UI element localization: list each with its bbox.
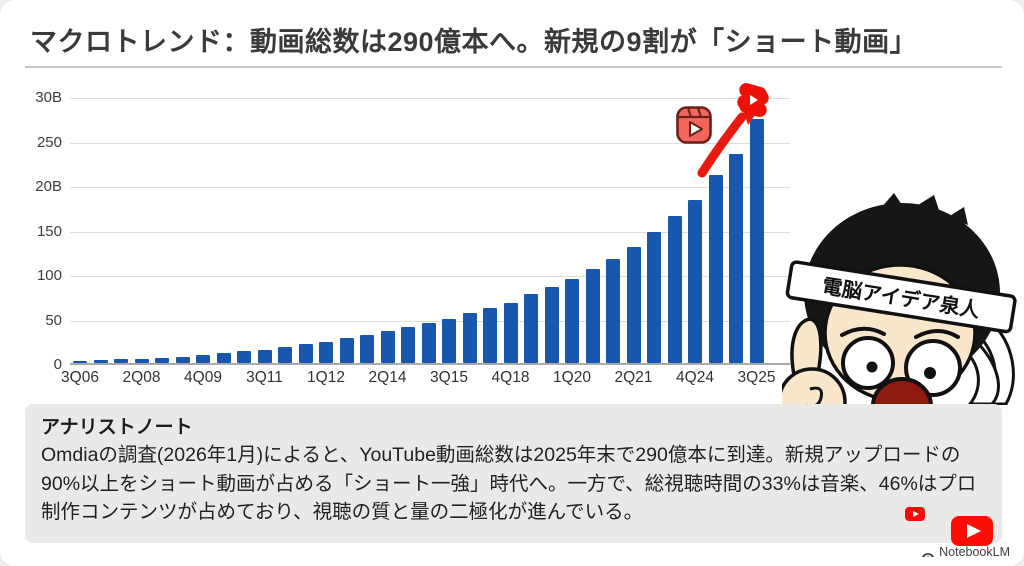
y-axis-label: 250: [36, 133, 62, 151]
bar: [688, 200, 702, 363]
bar: [606, 258, 620, 363]
bar: [544, 287, 559, 363]
video-reels-icon: [676, 106, 712, 144]
x-axis-line: [70, 363, 790, 365]
analyst-note-body: Omdiaの調査(2026年1月)によると、YouTube動画総数は2025年末…: [41, 444, 977, 524]
bar: [462, 313, 477, 363]
bar: [585, 268, 600, 363]
grid-line: [70, 276, 790, 277]
bar: [319, 341, 333, 363]
notebooklm-branding: NotebookLM: [921, 545, 1010, 559]
bar: [565, 279, 579, 363]
bar: [114, 359, 128, 363]
x-axis-label: 4Q09: [184, 369, 222, 386]
bar: [401, 327, 415, 363]
notebooklm-label: NotebookLM: [939, 545, 1010, 559]
x-axis-label: 2Q14: [368, 369, 407, 386]
grid-line: [70, 231, 790, 233]
bar: [73, 361, 87, 363]
bar: [339, 338, 354, 363]
bar: [196, 355, 210, 363]
y-axis-label: 50: [45, 311, 62, 329]
notebooklm-logo-icon: [922, 552, 935, 557]
bar: [483, 307, 497, 363]
y-axis-label: 100: [36, 267, 62, 284]
bar: [298, 344, 313, 363]
bar: [626, 247, 641, 363]
bar: [503, 303, 518, 363]
youtube-shorts-icon: [737, 83, 769, 117]
x-axis-label: 1Q20: [553, 369, 591, 386]
bar: [380, 330, 395, 363]
x-axis-label: 3Q15: [430, 369, 468, 386]
youtube-icon-large: [951, 516, 993, 546]
bar: [360, 334, 374, 363]
bar: [278, 346, 292, 363]
analyst-note: アナリストノート Omdiaの調査(2026年1月)によると、YouTube動画…: [25, 404, 1002, 543]
bar: [442, 318, 456, 363]
bar: [175, 356, 190, 363]
bar: [216, 353, 231, 363]
x-axis-label: 2Q08: [122, 369, 161, 386]
x-axis-label: 1Q12: [307, 369, 345, 386]
x-axis-label: 3Q25: [737, 369, 776, 386]
analyst-note-heading: アナリストノート: [41, 417, 193, 438]
x-axis-label: 4Q18: [491, 369, 530, 386]
page-title: マクロトレンド：動画総数は290億本へ。新規の9割が「ショート動画」: [30, 27, 918, 57]
bar: [93, 360, 108, 363]
x-axis-label: 3Q06: [61, 369, 99, 386]
grid-line: [70, 142, 790, 144]
grid-line: [70, 187, 790, 188]
grid-line: [70, 320, 790, 322]
youtube-icon-small: [905, 507, 925, 521]
bar: [257, 349, 272, 363]
bar: [749, 119, 764, 363]
bar: [729, 153, 743, 363]
y-axis-label: 0: [53, 356, 62, 373]
bar: [421, 322, 436, 363]
x-axis-label: 2Q21: [614, 369, 653, 386]
bar: [237, 351, 251, 363]
x-axis-label: 4Q24: [676, 369, 714, 386]
x-axis-label: 3Q11: [246, 369, 283, 386]
bar: [524, 293, 538, 363]
bar: [667, 216, 682, 363]
mascot-character: 電脳アイデア泉人: [782, 193, 1017, 405]
y-axis-label: 150: [36, 222, 62, 240]
grid-line: [70, 98, 790, 99]
y-axis-label: 30B: [35, 89, 62, 106]
y-axis-label: 20B: [35, 178, 62, 195]
title-divider: [25, 66, 1002, 68]
bar: [708, 175, 723, 363]
bar: [134, 358, 149, 363]
bar: [647, 232, 661, 363]
bar: [155, 357, 169, 363]
chart-plot: 30B 250 20B 150 100 50 0 3Q06 2Q08 4Q09 3Q11 1Q12 2Q…: [35, 89, 790, 386]
